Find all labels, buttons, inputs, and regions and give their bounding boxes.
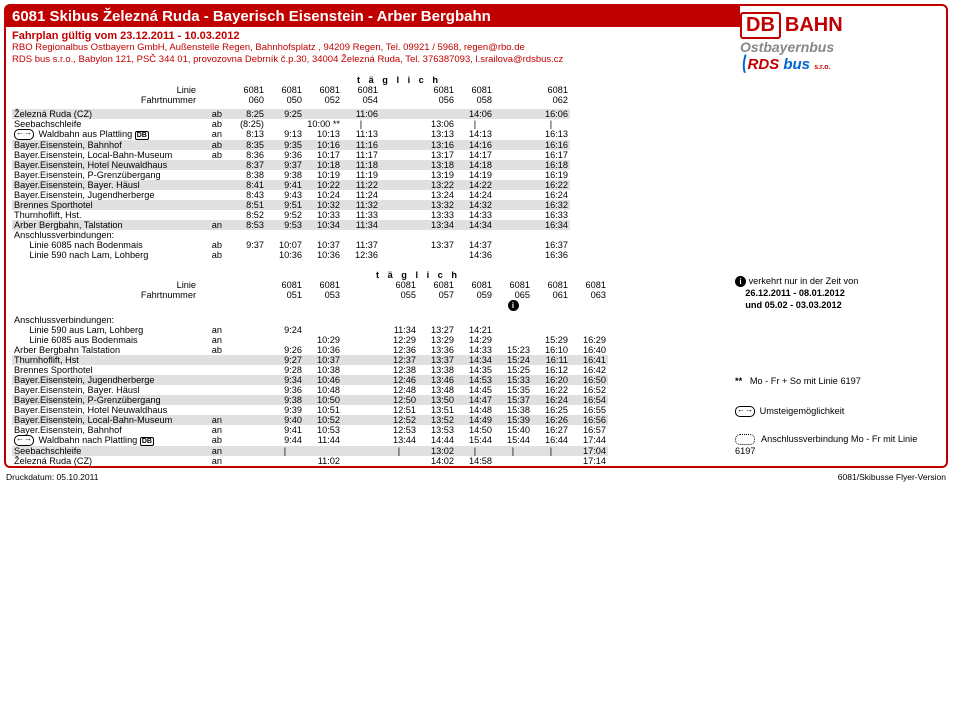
doc-version: 6081/Skibusse Flyer-Version bbox=[838, 472, 946, 482]
stop-name: Bayer.Eisenstein, Jugendherberge bbox=[12, 375, 200, 385]
stop-name: Anschlussverbindungen: bbox=[12, 315, 200, 325]
timetable-row: Brennes Sporthotel9:2810:3812:3813:3814:… bbox=[12, 365, 608, 375]
stop-name: Bayer.Eisenstein, Local-Bahn-Museum bbox=[12, 150, 200, 160]
stop-name: Bayer.Eisenstein, Local-Bahn-Museum bbox=[12, 415, 200, 425]
timetable-row: Thurnhoflift, Hst9:2710:3712:3713:3714:3… bbox=[12, 355, 608, 365]
inbound-table: t ä g l i c hLinie6081608160816081608160… bbox=[12, 270, 608, 466]
stop-name: Brennes Sporthotel bbox=[12, 200, 200, 210]
timetable-row: Bayer.Eisenstein, Bayer. Häusl8:419:4110… bbox=[12, 180, 570, 190]
bahn-label: BAHN bbox=[785, 14, 843, 36]
stop-name: Bayer.Eisenstein, Hotel Neuwaldhaus bbox=[12, 405, 200, 415]
timetable-row: Bayer.Eisenstein, Hotel Neuwaldhaus8:379… bbox=[12, 160, 570, 170]
timetable-row: Bayer.Eisenstein, Hotel Neuwaldhaus9:391… bbox=[12, 405, 608, 415]
stop-name: Bayer.Eisenstein, P-Grenzübergang bbox=[12, 395, 200, 405]
stop-name: Linie 590 aus Lam, Lohberg bbox=[12, 325, 200, 335]
timetable-row: Železná Ruda (CZ)ab8:259:2511:0614:0616:… bbox=[12, 109, 570, 119]
footer: Druckdatum: 05.10.2011 6081/Skibusse Fly… bbox=[4, 468, 948, 482]
stop-name: Seebachschleife bbox=[12, 446, 200, 456]
stop-name: Bayer.Eisenstein, Bayer. Häusl bbox=[12, 180, 200, 190]
timetable-page: 6081 Skibus Železná Ruda - Bayerisch Eis… bbox=[4, 4, 948, 468]
header-row: 6081 Skibus Železná Ruda - Bayerisch Eis… bbox=[6, 6, 946, 73]
stop-name: Bayer.Eisenstein, P-Grenzübergang bbox=[12, 170, 200, 180]
timetable-row: Bayer.Eisenstein, Local-Bahn-Museumab8:3… bbox=[12, 150, 570, 160]
print-date: Druckdatum: 05.10.2011 bbox=[6, 472, 98, 482]
validity-line: Fahrplan gültig vom 23.12.2011 - 10.03.2… bbox=[6, 27, 740, 42]
stop-name: Arber Bergbahn Talstation bbox=[12, 345, 200, 355]
timetable-row: Anschlussverbindungen: bbox=[12, 230, 570, 240]
timetable-row: Bayer.Eisenstein, Jugendherberge9:3410:4… bbox=[12, 375, 608, 385]
stop-name: Bayer.Eisenstein, Jugendherberge bbox=[12, 190, 200, 200]
stop-name: Linie 590 nach Lam, Lohberg bbox=[12, 250, 200, 260]
stop-name: Železná Ruda (CZ) bbox=[12, 109, 200, 119]
timetable-row: Anschlussverbindungen: bbox=[12, 315, 608, 325]
route-title: 6081 Skibus Železná Ruda - Bayerisch Eis… bbox=[6, 6, 740, 27]
rds-logo: ⎝RDS bus s.r.o. bbox=[740, 55, 940, 73]
operator-info: RBO Regionalbus Ostbayern GmbH, Außenste… bbox=[6, 42, 740, 70]
timetable-row: Linie 6085 nach Bodenmaisab9:3710:0710:3… bbox=[12, 240, 570, 250]
timetable-row: Bayer.Eisenstein, Jugendherberge8:439:43… bbox=[12, 190, 570, 200]
daily-label: t ä g l i c h bbox=[228, 75, 570, 85]
note-2: ** Mo - Fr + So mit Linie 6197 bbox=[735, 376, 940, 388]
stop-name: Bayer.Eisenstein, Bahnhof bbox=[12, 425, 200, 435]
timetable-row: Arber Bergbahn, Talstationan8:539:5310:3… bbox=[12, 220, 570, 230]
timetable-row: Bayer.Eisenstein, Bahnhofab8:359:3510:16… bbox=[12, 140, 570, 150]
note-1: i verkehrt nur in der Zeit von 26.12.201… bbox=[735, 276, 940, 312]
stop-name: Brennes Sporthotel bbox=[12, 365, 200, 375]
operator-line-2: RDS bus s.r.o., Babylon 121, PSČ 344 01,… bbox=[12, 54, 734, 66]
info-icon: i bbox=[735, 276, 746, 287]
stop-name: Bayer.Eisenstein, Bahnhof bbox=[12, 140, 200, 150]
stop-name: Thurnhoflift, Hst bbox=[12, 355, 200, 365]
stop-name: Linie 6085 nach Bodenmais bbox=[12, 240, 200, 250]
timetable-row: Waldbahn aus Plattling DBan8:139:1310:13… bbox=[12, 129, 570, 140]
note-4: Anschlussverbindung Mo - Fr mit Linie 61… bbox=[735, 434, 940, 458]
stop-name: Železná Ruda (CZ) bbox=[12, 456, 200, 466]
timetable-row: Bayer.Eisenstein, Bayer. Häusl9:3610:481… bbox=[12, 385, 608, 395]
stop-name: Linie 6085 aus Bodenmais bbox=[12, 335, 200, 345]
timetable-row: Seebachschleifean||13:02|||17:04 bbox=[12, 446, 608, 456]
timetable-row: Brennes Sporthotel8:519:5110:3211:3213:3… bbox=[12, 200, 570, 210]
daily-label: t ä g l i c h bbox=[228, 270, 608, 280]
dotted-transfer-icon bbox=[735, 434, 759, 444]
stop-name: Waldbahn nach Plattling DB bbox=[12, 435, 200, 446]
logos-block: DBBAHN Ostbayernbus ⎝RDS bus s.r.o. bbox=[740, 6, 946, 73]
timetable-row: Bayer.Eisenstein, P-Grenzübergang8:389:3… bbox=[12, 170, 570, 180]
stop-name: Arber Bergbahn, Talstation bbox=[12, 220, 200, 230]
stop-name: Thurnhoflift, Hst. bbox=[12, 210, 200, 220]
transfer-icon bbox=[735, 406, 755, 417]
timetable-row: Linie 6085 aus Bodenmaisan10:2912:2913:2… bbox=[12, 335, 608, 345]
stop-name: Bayer.Eisenstein, Hotel Neuwaldhaus bbox=[12, 160, 200, 170]
ostbayernbus-label: Ostbayernbus bbox=[740, 39, 940, 55]
timetable-row: Bayer.Eisenstein, Bahnhofan9:4110:5312:5… bbox=[12, 425, 608, 435]
timetable-row: Arber Bergbahn Talstationab9:2610:3612:3… bbox=[12, 345, 608, 355]
stop-name: Waldbahn aus Plattling DB bbox=[12, 129, 200, 140]
timetable-row: Linie 590 nach Lam, Lohbergab10:3610:361… bbox=[12, 250, 570, 260]
timetable-row: Linie 590 aus Lam, Lohbergan9:2411:3413:… bbox=[12, 325, 608, 335]
stop-name: Anschlussverbindungen: bbox=[12, 230, 200, 240]
note-3: Umsteigemöglichkeit bbox=[735, 406, 940, 418]
stop-name: Bayer.Eisenstein, Bayer. Häusl bbox=[12, 385, 200, 395]
stop-name: Seebachschleife bbox=[12, 119, 200, 129]
outbound-table: t ä g l i c hLinie6081608160816081608160… bbox=[12, 75, 570, 260]
timetable-row: Bayer.Eisenstein, P-Grenzübergang9:3810:… bbox=[12, 395, 608, 405]
timetable-row: Železná Ruda (CZ)an11:0214:0214:5817:14 bbox=[12, 456, 608, 466]
timetable-row: Waldbahn nach Plattling DBab9:4411:4413:… bbox=[12, 435, 608, 446]
timetable-row: Thurnhoflift, Hst.8:529:5210:3311:3313:3… bbox=[12, 210, 570, 220]
operator-line-1: RBO Regionalbus Ostbayern GmbH, Außenste… bbox=[12, 42, 734, 54]
timetable-row: Bayer.Eisenstein, Local-Bahn-Museuman9:4… bbox=[12, 415, 608, 425]
db-logo: DB bbox=[740, 12, 781, 39]
timetable-row: Seebachschleifeab(8:25)10:00 **|13:06|| bbox=[12, 119, 570, 129]
